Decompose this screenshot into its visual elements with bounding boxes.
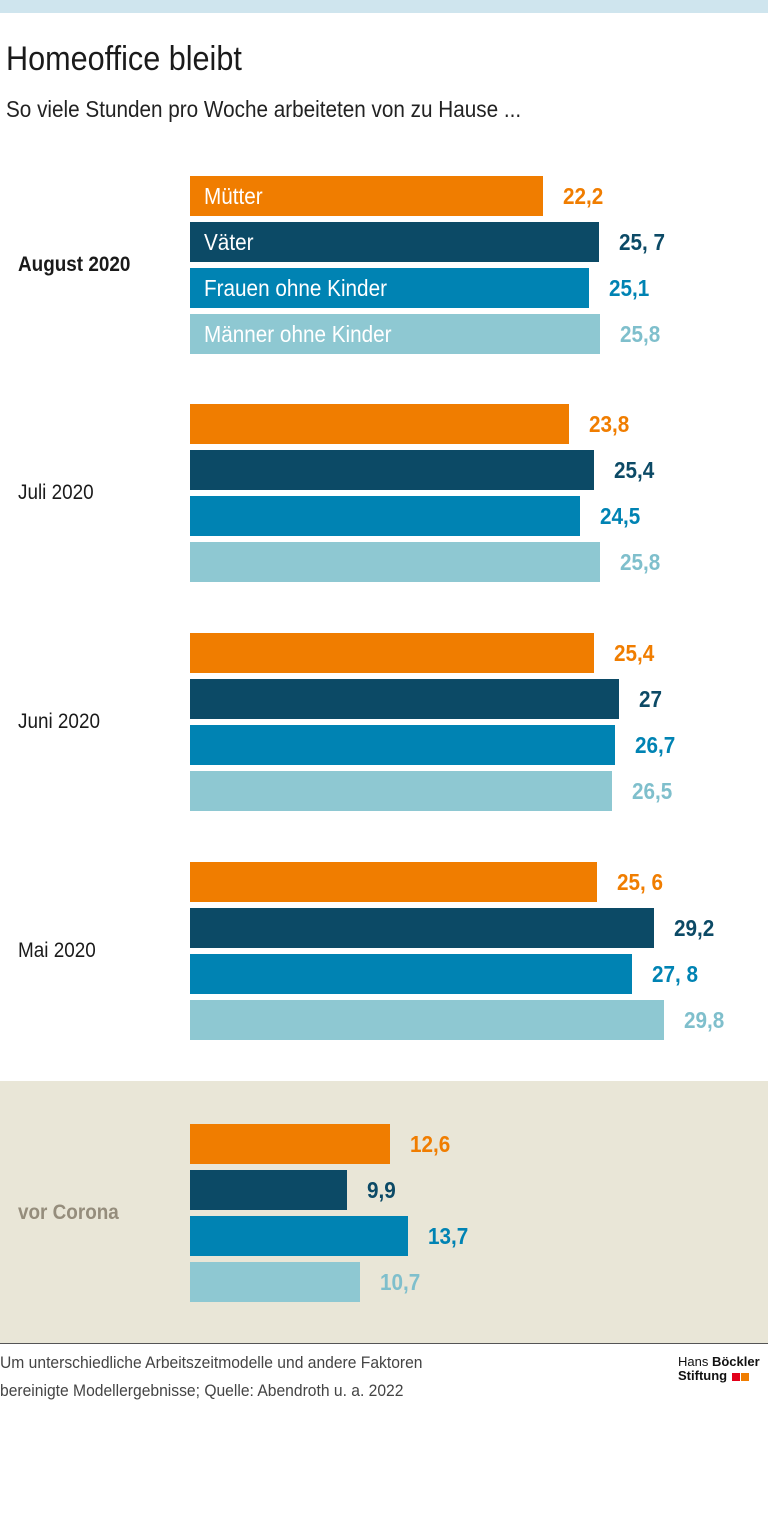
value-label: 12,6 — [410, 1131, 451, 1157]
value-label: 25,8 — [620, 549, 661, 575]
footnote-line-1: Um unterschiedliche Arbeitszeitmodelle u… — [0, 1353, 423, 1372]
bar — [190, 268, 589, 308]
hans-boeckler-logo: Hans Böckler Stiftung — [678, 1354, 760, 1384]
chart-title: Homeoffice bleibt — [6, 40, 242, 78]
value-label: 22,2 — [563, 183, 604, 209]
logo-text-boeckler: Böckler — [711, 1354, 760, 1369]
bar — [190, 1262, 360, 1302]
group-label: Juli 2020 — [18, 481, 94, 504]
bar — [190, 954, 632, 994]
bar — [190, 1000, 664, 1040]
group-label: vor Corona — [18, 1201, 119, 1224]
bar — [190, 908, 654, 948]
bar — [190, 222, 599, 262]
logo-text-stiftung: Stiftung — [678, 1368, 728, 1384]
value-label: 25,4 — [614, 457, 655, 483]
value-label: 26,7 — [635, 732, 676, 758]
value-label: 26,5 — [632, 778, 673, 804]
top-accent-bar — [0, 0, 768, 13]
group-label: Mai 2020 — [18, 939, 96, 962]
series-label: Väter — [204, 229, 254, 255]
bar — [190, 1124, 390, 1164]
bar — [190, 496, 580, 536]
chart-subtitle: So viele Stunden pro Woche arbeiteten vo… — [6, 96, 522, 122]
bar — [190, 633, 594, 673]
series-label: Männer ohne Kinder — [204, 321, 392, 347]
footnote-line-2: bereinigte Modellergebnisse; Quelle: Abe… — [0, 1381, 404, 1400]
bar — [190, 176, 543, 216]
value-label: 25,4 — [614, 640, 655, 666]
value-label: 25,8 — [620, 321, 661, 347]
value-label: 10,7 — [380, 1269, 421, 1295]
value-label: 23,8 — [589, 411, 630, 437]
group-label: Juni 2020 — [18, 710, 100, 733]
value-label: 25,1 — [609, 275, 650, 301]
logo-red-square — [731, 1372, 740, 1381]
bar — [190, 771, 612, 811]
bar — [190, 450, 594, 490]
bar — [190, 725, 615, 765]
bar — [190, 404, 569, 444]
value-label: 13,7 — [428, 1223, 469, 1249]
series-label: Frauen ohne Kinder — [204, 275, 387, 301]
value-label: 24,5 — [600, 503, 641, 529]
logo-orange-square — [740, 1372, 749, 1381]
logo-text-hans: Hans — [678, 1354, 712, 1369]
group-label: August 2020 — [18, 253, 131, 276]
value-label: 27 — [639, 686, 663, 712]
bar — [190, 1170, 347, 1210]
value-label: 25, 6 — [617, 869, 664, 895]
bar — [190, 314, 600, 354]
value-label: 29,2 — [674, 915, 715, 941]
bar — [190, 679, 619, 719]
value-label: 9,9 — [367, 1177, 396, 1203]
footer-divider — [0, 1343, 768, 1344]
value-label: 27, 8 — [652, 961, 699, 987]
value-label: 29,8 — [684, 1007, 725, 1033]
value-label: 25, 7 — [619, 229, 666, 255]
series-label: Mütter — [204, 183, 263, 209]
bar — [190, 542, 600, 582]
bar — [190, 1216, 408, 1256]
bar — [190, 862, 597, 902]
